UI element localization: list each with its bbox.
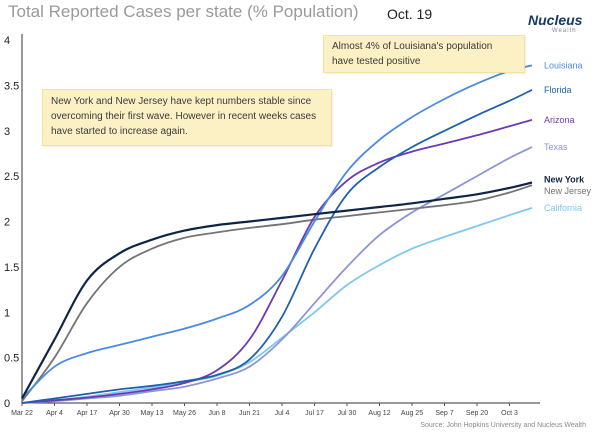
series-line-florida bbox=[21, 89, 533, 404]
y-tick-label: 1 bbox=[4, 307, 10, 319]
series-line-new-jersey bbox=[21, 184, 533, 402]
y-tick-label: 3.5 bbox=[4, 80, 19, 92]
series-label-new-york: New York bbox=[544, 174, 585, 184]
y-tick-label: 2.5 bbox=[4, 171, 19, 183]
x-tick-label: Aug 25 bbox=[401, 410, 423, 417]
x-tick-label: Mar 22 bbox=[11, 410, 33, 417]
series-label-california: California bbox=[544, 203, 582, 213]
y-tick-label: 2 bbox=[4, 217, 10, 229]
x-tick-label: Oct 3 bbox=[501, 410, 518, 417]
series-label-texas: Texas bbox=[544, 142, 568, 152]
x-tick-label: May 26 bbox=[173, 410, 196, 417]
logo-wordmark: Nucleus bbox=[528, 12, 583, 28]
x-tick-label: Sep 7 bbox=[435, 410, 453, 417]
x-tick-label: Aug 12 bbox=[368, 410, 390, 417]
x-tick-label: Jul 17 bbox=[305, 410, 324, 417]
ny-nj-annotation: New York and New Jersey have kept number… bbox=[42, 89, 332, 146]
y-tick-label: 0 bbox=[4, 398, 10, 410]
series-label-new-jersey: New Jersey bbox=[544, 186, 592, 196]
series-label-arizona: Arizona bbox=[544, 115, 575, 125]
source-note: Source: John Hopkins University and Nucl… bbox=[420, 422, 586, 429]
x-tick-label: Apr 4 bbox=[46, 410, 63, 417]
y-tick-label: 0.5 bbox=[4, 353, 19, 365]
x-tick-label: Jun 8 bbox=[208, 410, 225, 417]
date-label: Oct. 19 bbox=[387, 6, 433, 22]
x-tick-label: Jul 30 bbox=[338, 410, 357, 417]
chart-title: Total Reported Cases per state (% Popula… bbox=[8, 2, 359, 21]
x-tick-label: Jun 21 bbox=[239, 410, 260, 417]
x-tick-label: May 13 bbox=[141, 410, 164, 417]
logo-subtext: Wealth bbox=[552, 28, 577, 34]
series-line-arizona bbox=[21, 119, 533, 404]
x-tick-label: Apr 17 bbox=[77, 410, 98, 417]
series-line-texas bbox=[21, 146, 533, 404]
louisiana-annotation: Almost 4% of Louisiana's population have… bbox=[323, 35, 525, 73]
y-tick-label: 3 bbox=[4, 126, 10, 138]
series-line-louisiana bbox=[21, 64, 533, 400]
y-tick-label: 4 bbox=[4, 35, 10, 47]
series-line-new-york bbox=[21, 181, 533, 400]
series-line-california bbox=[21, 207, 533, 404]
nucleus-logo: Nucleus Wealth bbox=[528, 12, 592, 40]
x-tick-label: Sep 20 bbox=[466, 410, 488, 417]
y-tick-label: 1.5 bbox=[4, 262, 19, 274]
x-tick-label: Jul 4 bbox=[275, 410, 290, 417]
series-label-florida: Florida bbox=[544, 85, 572, 95]
x-tick-label: Apr 30 bbox=[109, 410, 130, 417]
series-label-louisiana: Louisiana bbox=[544, 60, 583, 70]
